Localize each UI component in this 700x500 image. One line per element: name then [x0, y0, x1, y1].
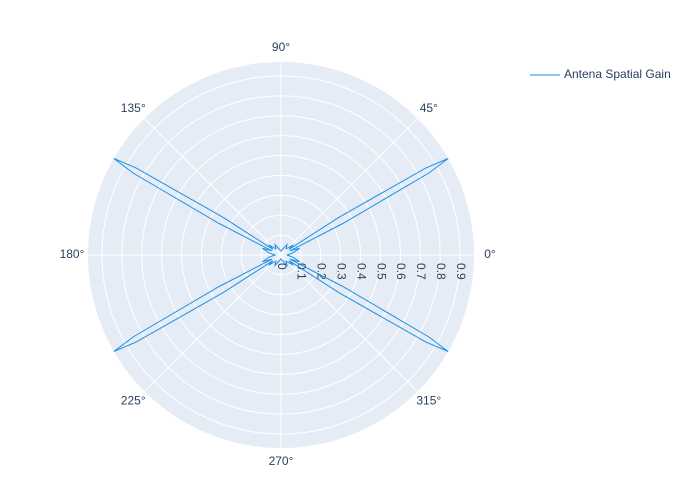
angular-tick-label: 135°	[121, 101, 146, 115]
radial-tick-label: 0	[275, 263, 289, 270]
radial-tick-label: 0.4	[354, 263, 368, 280]
angular-grid-line	[280, 118, 418, 256]
angular-grid-line	[144, 118, 282, 256]
radial-tick-label: 0.3	[335, 263, 349, 280]
angular-tick-label: 315°	[416, 394, 441, 408]
radial-tick-label: 0.7	[414, 263, 428, 280]
radial-tick-label: 0.8	[434, 263, 448, 280]
angular-tick-label: 45°	[420, 101, 438, 115]
legend-label: Antena Spatial Gain	[564, 67, 671, 81]
angular-grid-line	[144, 254, 282, 392]
angular-tick-label: 90°	[272, 40, 290, 54]
radial-tick-label: 0.5	[374, 263, 388, 280]
radial-tick-label: 0.2	[315, 263, 329, 280]
angular-tick-label: 225°	[121, 394, 146, 408]
angular-tick-label: 270°	[269, 454, 294, 468]
angular-tick-label: 0°	[484, 247, 496, 261]
radial-tick-label: 0.6	[394, 263, 408, 280]
angular-grid-line	[280, 254, 418, 392]
radial-tick-label: 0.9	[454, 263, 468, 280]
angular-tick-label: 180°	[60, 247, 85, 261]
series-line	[113, 158, 449, 352]
